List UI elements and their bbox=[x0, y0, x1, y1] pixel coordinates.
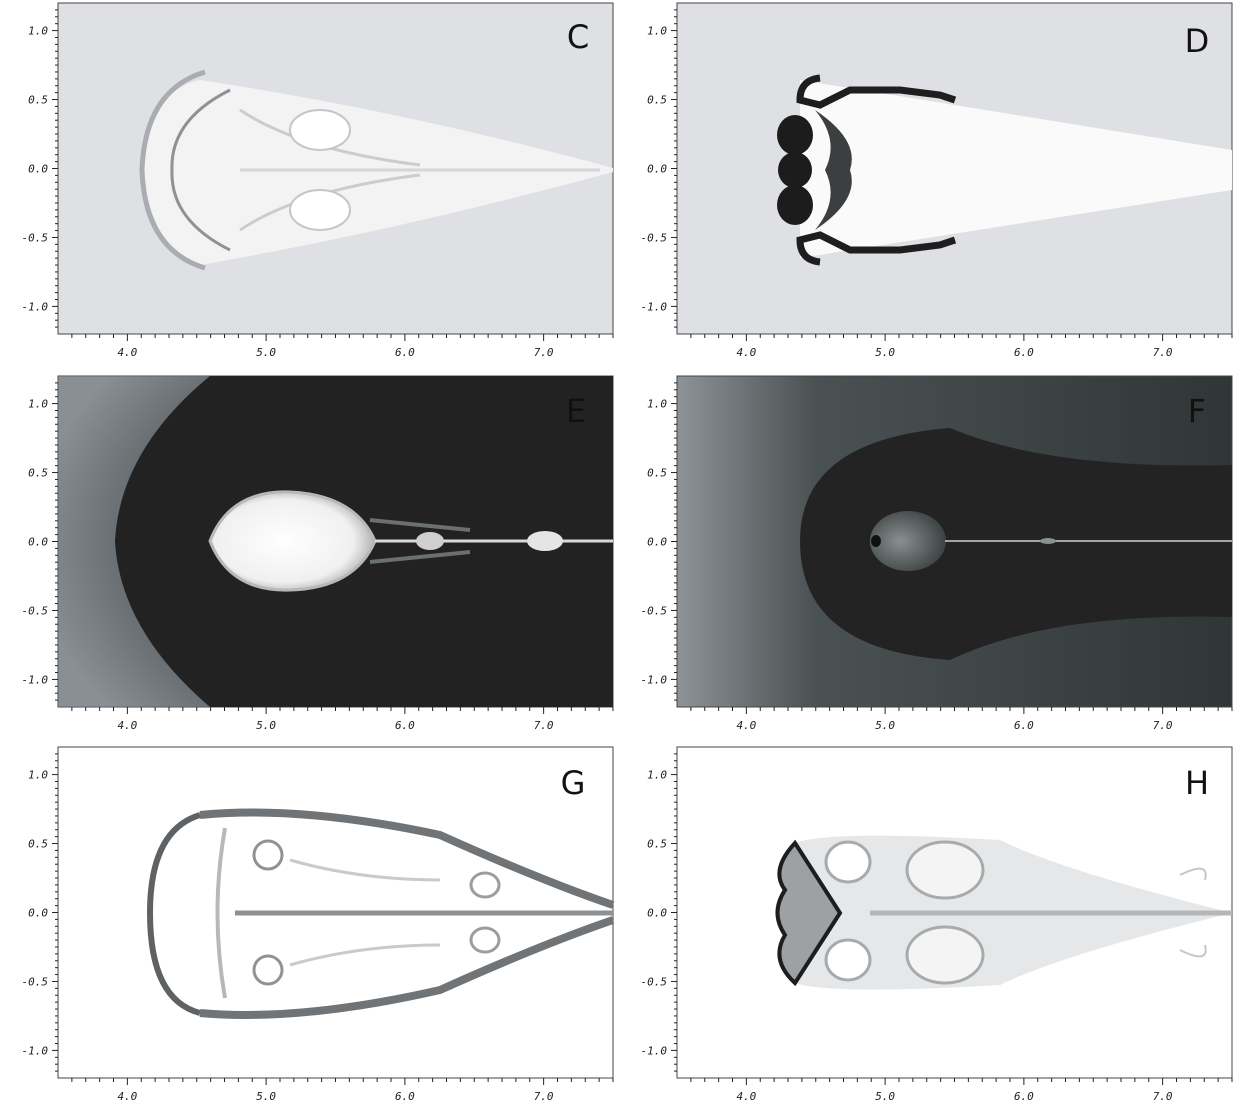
y-tick-label: -1.0 bbox=[641, 1044, 668, 1057]
y-tick-label: 0.5 bbox=[647, 838, 667, 851]
y-tick-label: -0.5 bbox=[22, 604, 49, 617]
panel-c: C bbox=[57, 2, 614, 335]
panel-e: E bbox=[57, 375, 614, 708]
x-tick-label: 4.0 bbox=[736, 346, 756, 359]
y-tick-label: -1.0 bbox=[22, 1044, 49, 1057]
y-tick-label: 0.0 bbox=[647, 536, 667, 549]
y-tick-label: 0.0 bbox=[28, 907, 48, 920]
panel-label-f: F bbox=[1188, 392, 1206, 430]
y-tick-label: 1.0 bbox=[647, 769, 667, 782]
panel-label-c: C bbox=[567, 18, 589, 56]
y-tick-label: -1.0 bbox=[641, 673, 668, 686]
x-tick-label: 5.0 bbox=[875, 346, 895, 359]
x-tick-label: 7.0 bbox=[534, 346, 554, 359]
y-tick-label: -1.0 bbox=[22, 673, 49, 686]
y-tick-label: -1.0 bbox=[641, 300, 668, 313]
axes-layer: 4.0 5.0 6.0 7.0 1.0 0.5 0.0 -0.5 -1.0 4.0 5.0 6.0 7.… bbox=[22, 9, 1233, 1103]
y-tick-label: 1.0 bbox=[647, 25, 667, 38]
y-tick-label: 0.0 bbox=[28, 536, 48, 549]
panel-label-e: E bbox=[566, 392, 586, 430]
x-tick-label: 6.0 bbox=[395, 346, 415, 359]
x-tick-label: 6.0 bbox=[1014, 346, 1034, 359]
y-tick-label: 1.0 bbox=[28, 398, 48, 411]
x-tick-label: 4.0 bbox=[736, 1090, 756, 1103]
panel-g: G bbox=[57, 746, 615, 1079]
x-tick-label: 6.0 bbox=[1014, 1090, 1034, 1103]
x-tick-label: 7.0 bbox=[534, 1090, 554, 1103]
x-tick-label: 4.0 bbox=[117, 346, 137, 359]
x-tick-label: 6.0 bbox=[395, 1090, 415, 1103]
y-tick-label: 0.5 bbox=[28, 94, 48, 107]
panel-label-h: H bbox=[1185, 764, 1209, 802]
x-tick-label: 5.0 bbox=[875, 719, 895, 732]
y-tick-label: -1.0 bbox=[22, 300, 49, 313]
x-tick-label: 5.0 bbox=[875, 1090, 895, 1103]
x-tick-label: 5.0 bbox=[256, 346, 276, 359]
x-tick-label: 6.0 bbox=[1014, 719, 1034, 732]
y-tick-label: 0.5 bbox=[28, 838, 48, 851]
y-tick-label: 1.0 bbox=[28, 769, 48, 782]
x-tick-label: 6.0 bbox=[395, 719, 415, 732]
x-tick-label: 5.0 bbox=[256, 1090, 276, 1103]
x-tick-label: 4.0 bbox=[117, 719, 137, 732]
y-tick-label: 0.5 bbox=[28, 467, 48, 480]
y-tick-label: 0.0 bbox=[28, 163, 48, 176]
panel-d: D bbox=[676, 2, 1233, 335]
y-tick-label: 0.0 bbox=[647, 163, 667, 176]
y-tick-label: 0.5 bbox=[647, 467, 667, 480]
y-tick-label: -0.5 bbox=[22, 975, 49, 988]
x-tick-label: 4.0 bbox=[117, 1090, 137, 1103]
y-tick-label: -0.5 bbox=[641, 604, 668, 617]
y-tick-label: 0.0 bbox=[647, 907, 667, 920]
x-tick-label: 7.0 bbox=[1153, 346, 1173, 359]
y-tick-label: 1.0 bbox=[647, 398, 667, 411]
panel-label-g: G bbox=[561, 764, 586, 802]
x-tick-label: 5.0 bbox=[256, 719, 276, 732]
panel-label-d: D bbox=[1185, 22, 1210, 60]
y-tick-label: 0.5 bbox=[647, 94, 667, 107]
y-tick-label: -0.5 bbox=[22, 231, 49, 244]
x-tick-label: 7.0 bbox=[1153, 1090, 1173, 1103]
x-tick-label: 7.0 bbox=[534, 719, 554, 732]
y-tick-label: -0.5 bbox=[641, 975, 668, 988]
y-tick-label: 1.0 bbox=[28, 25, 48, 38]
y-tick-label: -0.5 bbox=[641, 231, 668, 244]
x-tick-label: 4.0 bbox=[736, 719, 756, 732]
panel-f: F bbox=[676, 375, 1233, 708]
x-tick-label: 7.0 bbox=[1153, 719, 1173, 732]
panel-h: H bbox=[676, 746, 1233, 1079]
